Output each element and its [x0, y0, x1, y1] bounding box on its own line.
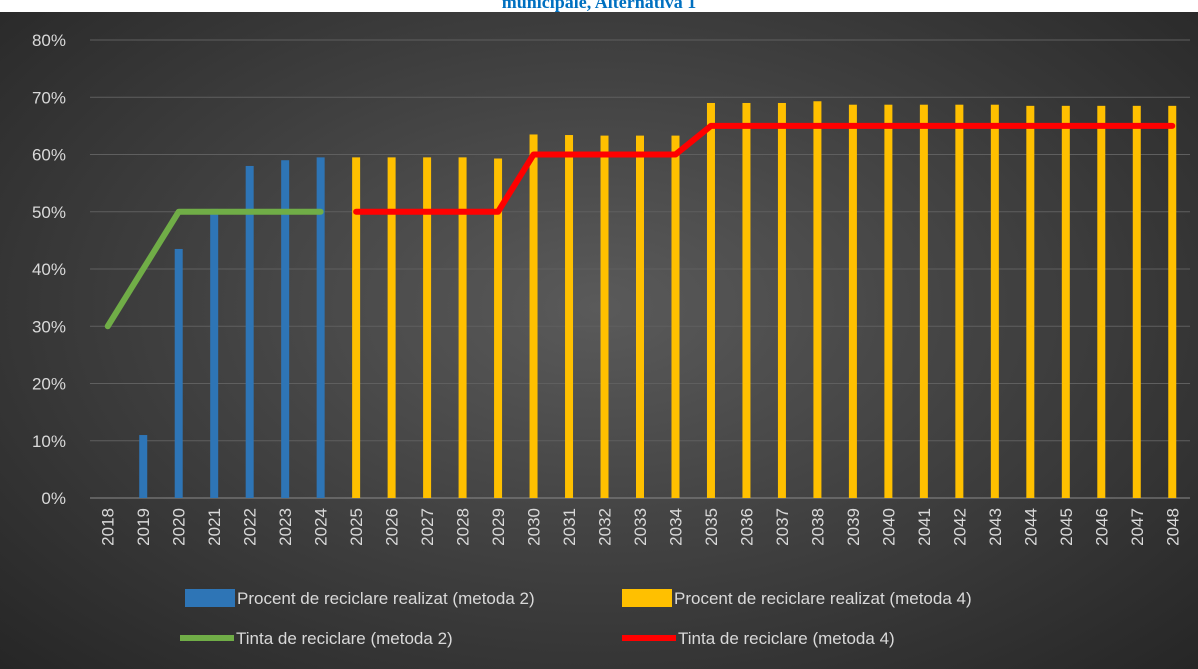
- legend-label: Procent de reciclare realizat (metoda 2): [237, 589, 535, 608]
- bar: [919, 104, 928, 498]
- x-tick-label: 2037: [773, 508, 792, 546]
- x-tick-label: 2032: [596, 508, 615, 546]
- x-tick-label: 2020: [170, 508, 189, 546]
- recycling-chart: 0%10%20%30%40%50%60%70%80% 2018 2019 2020 2…: [32, 31, 1190, 648]
- x-tick-label: 2025: [347, 508, 366, 546]
- x-tick-label: 2044: [1021, 508, 1040, 546]
- bar: [671, 135, 680, 499]
- y-tick-label: 70%: [32, 88, 66, 107]
- x-tick-label: 2040: [879, 508, 898, 546]
- x-tick-label: 2035: [702, 508, 721, 546]
- bar: [742, 102, 751, 498]
- x-tick-label: 2047: [1128, 508, 1147, 546]
- x-tick-label: 2024: [312, 508, 331, 546]
- legend: Procent de reciclare realizat (metoda 2)…: [180, 589, 972, 648]
- bar: [565, 135, 574, 498]
- x-tick-label: 2038: [808, 508, 827, 546]
- bar: [316, 157, 325, 499]
- bars: [139, 101, 1177, 499]
- x-tick-label: 2031: [560, 508, 579, 546]
- bar: [458, 157, 467, 499]
- x-axis-ticks: 2018 2019 2020 2021 2022 2023 2024 2025 2026 2027…: [99, 508, 1183, 546]
- target-lines: [104, 122, 1176, 330]
- y-tick-label: 80%: [32, 31, 66, 50]
- bar: [777, 102, 786, 498]
- y-tick-label: 10%: [32, 432, 66, 451]
- target-line: [104, 208, 324, 330]
- x-tick-label: 2027: [418, 508, 437, 546]
- x-tick-label: 2022: [241, 508, 260, 546]
- bar: [529, 134, 538, 498]
- bar: [494, 158, 503, 498]
- y-tick-label: 0%: [41, 489, 66, 508]
- bar: [281, 160, 290, 498]
- bar: [848, 104, 857, 498]
- bar: [423, 157, 432, 499]
- chart-title: municipale, Alternativa 1: [501, 0, 697, 12]
- x-tick-label: 2023: [276, 508, 295, 546]
- x-tick-label: 2045: [1057, 508, 1076, 546]
- legend-swatch: [185, 589, 235, 607]
- y-tick-label: 30%: [32, 317, 66, 336]
- bar: [1097, 105, 1106, 499]
- bar: [636, 135, 644, 499]
- legend-swatch: [622, 589, 672, 607]
- bar: [884, 104, 893, 498]
- x-tick-label: 2018: [99, 508, 118, 546]
- x-tick-label: 2034: [666, 508, 685, 546]
- bar: [990, 104, 999, 498]
- y-tick-label: 50%: [32, 203, 66, 222]
- x-tick-label: 2042: [950, 508, 969, 546]
- x-tick-label: 2029: [489, 508, 508, 546]
- bar: [1061, 105, 1070, 499]
- bar: [210, 208, 219, 498]
- x-tick-label: 2036: [737, 508, 756, 546]
- legend-label: Tinta de reciclare (metoda 2): [236, 629, 453, 648]
- bar: [955, 104, 964, 498]
- bar: [387, 157, 396, 499]
- y-axis-ticks: 0% 10% 20% 30% 40% 50% 60% 70% 80%: [32, 31, 66, 508]
- legend-label: Procent de reciclare realizat (metoda 4): [674, 589, 972, 608]
- x-tick-label: 2046: [1092, 508, 1111, 546]
- bar: [1168, 105, 1177, 499]
- bar: [174, 248, 183, 498]
- bar: [352, 157, 361, 499]
- x-tick-label: 2021: [205, 508, 224, 546]
- bar: [706, 102, 715, 498]
- legend-label: Tinta de reciclare (metoda 4): [678, 629, 895, 648]
- y-tick-label: 60%: [32, 146, 66, 165]
- y-tick-label: 20%: [32, 375, 66, 394]
- bar: [1026, 105, 1035, 499]
- x-tick-label: 2033: [631, 508, 650, 546]
- x-tick-label: 2030: [525, 508, 544, 546]
- bar: [813, 101, 822, 498]
- x-tick-label: 2028: [454, 508, 473, 546]
- bar: [139, 435, 148, 498]
- x-tick-label: 2026: [383, 508, 402, 546]
- x-tick-label: 2048: [1163, 508, 1182, 546]
- x-tick-label: 2019: [134, 508, 153, 546]
- bar: [600, 135, 609, 499]
- bar: [1132, 105, 1141, 499]
- x-tick-label: 2043: [986, 508, 1005, 546]
- x-tick-label: 2039: [844, 508, 863, 546]
- x-tick-label: 2041: [915, 508, 934, 546]
- target-line: [353, 122, 1176, 215]
- y-tick-label: 40%: [32, 260, 66, 279]
- chart-area: 0% 10% 20% 30% 40% 50% 60% 70% 80% 2018 2019 2020 2…: [0, 12, 1198, 669]
- bar: [245, 165, 254, 498]
